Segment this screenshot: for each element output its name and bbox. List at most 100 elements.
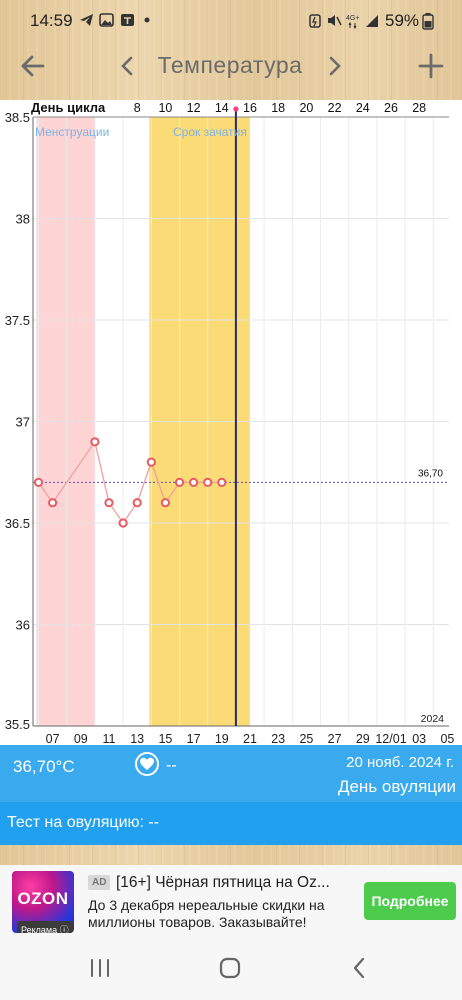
date-tick-label: 21 — [243, 732, 257, 745]
toolbar: Температура — [0, 40, 462, 100]
temperature-point[interactable] — [48, 498, 58, 508]
heart-glyph-icon — [140, 757, 154, 770]
cycle-day-tick: 24 — [356, 101, 370, 115]
y-tick-label: 37.5 — [5, 313, 30, 328]
baseline-label: 36,70 — [418, 468, 443, 479]
ad-description[interactable]: До 3 декабря нереальные скидки на миллио… — [88, 897, 325, 930]
temperature-chart[interactable]: 36,70 День цикла 8 10 12 14 16 18 20 22 24 26 28 Мен… — [0, 100, 462, 745]
plus-icon — [418, 53, 444, 79]
date-tick-label: 19 — [215, 732, 229, 745]
y-tick-label: 36 — [16, 618, 30, 633]
home-icon[interactable] — [216, 954, 244, 982]
y-tick-label: 38.5 — [5, 110, 30, 125]
battery-percent: 59% — [385, 11, 420, 30]
date-tick-label: 23 — [271, 732, 285, 745]
more-notifications-dot-icon — [144, 17, 150, 23]
next-month-button[interactable] — [322, 48, 348, 86]
heart-icon[interactable] — [135, 752, 159, 776]
temperature-point[interactable] — [189, 477, 199, 487]
prev-month-button[interactable] — [114, 48, 140, 86]
cycle-day-tick: 22 — [328, 101, 342, 115]
ad-badge: AD — [88, 875, 111, 890]
ad-mark-label: Реклама — [21, 925, 58, 933]
system-nav-bar — [0, 940, 462, 1000]
gallery-icon — [99, 13, 114, 27]
chart-svg[interactable]: 36,70 День цикла 8 10 12 14 16 18 20 22 24 26 28 Мен… — [0, 100, 462, 745]
info-icon: ⓘ — [59, 925, 69, 933]
ozon-logo-text: OZON — [17, 889, 69, 908]
date-tick-label: 03 — [412, 732, 426, 745]
cycle-day-tick: 12 — [187, 101, 201, 115]
current-day-marker — [233, 106, 239, 112]
ad-title[interactable]: [16+] Чёрная пятница на Oz... — [116, 874, 330, 891]
chevron-right-icon — [329, 56, 341, 76]
cycle-day-tick: 16 — [243, 101, 257, 115]
temperature-point[interactable] — [90, 437, 100, 447]
status-time: 14:59 — [30, 11, 73, 30]
day-info-panel[interactable]: 36,70°C -- 20 нояб. 2024 г. День овуляци… — [0, 745, 462, 802]
date-tick-label: 25 — [299, 732, 313, 745]
y-tick-label: 35.5 — [5, 717, 30, 732]
temperature-point[interactable] — [160, 498, 170, 508]
heart-value: -- — [166, 757, 177, 774]
app-notification-icon — [121, 14, 134, 26]
date-tick-label: 12/01 — [375, 732, 406, 745]
wood-divider — [0, 845, 462, 865]
day-type: День овуляции — [337, 777, 456, 796]
screen-title: Температура — [157, 52, 303, 78]
battery-icon — [422, 13, 434, 30]
ad-banner[interactable]: OZON Реклама ⓘ AD [16+] Чёрная пятница н… — [0, 865, 462, 940]
cycle-day-tick: 18 — [271, 101, 285, 115]
date-tick-label: 13 — [130, 732, 144, 745]
arrow-left-icon — [21, 55, 45, 77]
network-4g-icon: 4G+ — [346, 15, 359, 29]
ad-more-button[interactable]: Подробнее — [364, 882, 456, 920]
ovulation-test-label: Тест на овуляцию: -- — [7, 814, 160, 831]
cycle-day-label: День цикла — [31, 100, 106, 115]
ovulation-test-row[interactable]: Тест на овуляцию: -- — [0, 802, 462, 845]
status-bar: 14:59 4G+ 59% — [0, 0, 462, 40]
cycle-day-tick: 28 — [412, 101, 426, 115]
date-tick-label: 15 — [158, 732, 172, 745]
temperature-point[interactable] — [132, 498, 142, 508]
telegram-icon — [80, 14, 93, 26]
chevron-left-icon — [121, 56, 133, 76]
ozon-logo[interactable]: OZON Реклама ⓘ — [12, 871, 74, 933]
y-tick-label: 36.5 — [5, 516, 30, 531]
conception-label: Срок зачатия — [173, 125, 247, 139]
y-tick-label: 38 — [16, 212, 30, 227]
selected-date: 20 нояб. 2024 г. — [346, 754, 454, 771]
date-tick-label: 11 — [103, 732, 116, 745]
temperature-value: 36,70°C — [13, 757, 75, 776]
battery-saver-icon — [309, 14, 321, 28]
date-tick-label: 27 — [328, 732, 342, 745]
date-tick-label: 07 — [46, 732, 60, 745]
menstruation-label: Менструации — [35, 125, 109, 139]
cycle-day-tick: 14 — [215, 101, 229, 115]
add-button[interactable] — [414, 48, 448, 88]
year-label: 2024 — [421, 713, 445, 725]
cycle-day-tick: 8 — [134, 101, 141, 115]
date-tick-label: 05 — [440, 732, 454, 745]
cycle-day-tick: 10 — [158, 101, 172, 115]
date-tick-label: 09 — [74, 732, 88, 745]
temperature-point[interactable] — [203, 477, 213, 487]
temperature-point[interactable] — [104, 498, 114, 508]
temperature-point[interactable] — [118, 518, 128, 528]
signal-icon — [366, 15, 378, 27]
date-tick-label: 29 — [356, 732, 370, 745]
temperature-point[interactable] — [146, 457, 156, 467]
date-tick-label: 17 — [187, 732, 201, 745]
ad-mark[interactable]: Реклама ⓘ — [17, 921, 73, 933]
cycle-day-tick: 26 — [384, 101, 398, 115]
cycle-day-tick: 20 — [299, 101, 313, 115]
back-chevron-icon[interactable] — [346, 954, 374, 982]
y-tick-label: 37 — [16, 415, 30, 430]
mute-icon — [328, 15, 342, 26]
temperature-point[interactable] — [174, 477, 185, 487]
svg-text:4G+: 4G+ — [346, 15, 359, 22]
temperature-point[interactable] — [33, 477, 44, 487]
back-button[interactable] — [16, 48, 50, 89]
recents-icon[interactable] — [86, 954, 114, 982]
temperature-point[interactable] — [217, 477, 227, 487]
